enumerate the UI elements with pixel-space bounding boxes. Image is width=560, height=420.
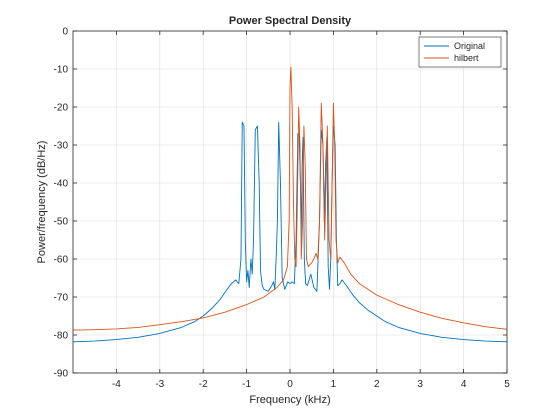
x-tick-label: 1 (331, 379, 337, 390)
x-tick-label: -2 (199, 379, 208, 390)
x-axis-label: Frequency (kHz) (249, 394, 330, 406)
y-tick-label: -70 (54, 293, 69, 304)
y-tick-label: -50 (54, 217, 69, 228)
x-tick-label: -4 (112, 379, 121, 390)
x-tick-label: 3 (417, 379, 423, 390)
legend-box (418, 36, 502, 68)
y-tick-label: 0 (62, 27, 68, 38)
legend-label-original: Original (454, 41, 485, 51)
y-tick-label: -20 (54, 103, 69, 114)
x-tick-label: 5 (504, 379, 510, 390)
series-line-hilbert (72, 66, 508, 331)
y-tick-label: -90 (54, 369, 69, 380)
x-tick-label: 2 (374, 379, 380, 390)
y-tick-label: -60 (54, 255, 69, 266)
x-tick-label: 4 (461, 379, 467, 390)
y-tick-label: -40 (54, 179, 69, 190)
y-tick-label: -10 (54, 65, 69, 76)
series-line-original (72, 121, 508, 343)
legend-label-hilbert: hilbert (454, 53, 479, 63)
y-tick-label: -30 (54, 141, 69, 152)
y-tick-label: -80 (54, 331, 69, 342)
x-tick-label: 0 (287, 379, 293, 390)
x-tick-label: -1 (242, 379, 251, 390)
y-axis-label: Power/frequency (dB/Hz) (36, 141, 48, 264)
legend: Original hilbert (418, 36, 502, 68)
chart-title: Power Spectral Density (229, 15, 352, 27)
ticks: -4 -3 -2 -1 0 1 2 3 4 50-10-20-30-40-50-60-70-80-… (54, 27, 511, 391)
x-tick-label: -3 (155, 379, 164, 390)
plot-lines (72, 66, 508, 343)
